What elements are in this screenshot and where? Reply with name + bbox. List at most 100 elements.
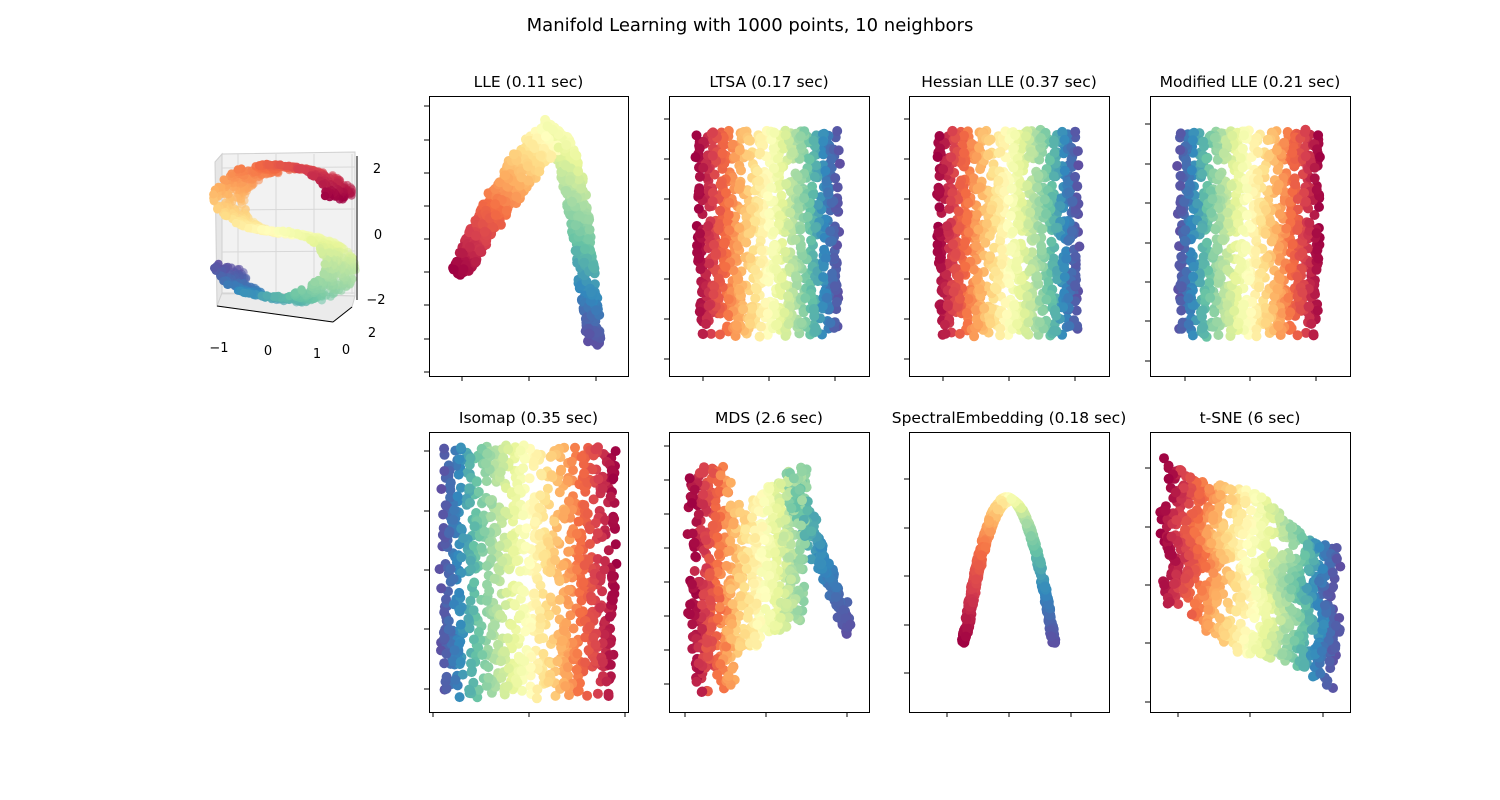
data-point <box>522 161 533 172</box>
data-point <box>951 263 961 274</box>
data-point <box>1279 137 1290 148</box>
data-point <box>708 239 719 250</box>
data-point <box>710 248 721 259</box>
data-point <box>810 322 821 333</box>
x-tick-label: −1 <box>209 341 228 356</box>
data-point <box>954 179 965 190</box>
data-point <box>535 150 546 161</box>
data-point <box>690 152 701 163</box>
data-point <box>948 239 958 250</box>
data-point <box>959 147 969 158</box>
data-point <box>715 329 725 340</box>
data-point <box>1261 204 1271 215</box>
data-point <box>785 207 796 218</box>
data-point <box>950 248 961 259</box>
data-point <box>1264 149 1275 160</box>
data-point <box>561 186 572 196</box>
data-point <box>783 291 793 302</box>
data-point <box>1176 305 1187 316</box>
data-point <box>1013 210 1024 221</box>
data-point <box>1061 246 1072 257</box>
data-point <box>1022 180 1033 191</box>
data-point <box>1061 253 1072 264</box>
data-point <box>693 186 704 197</box>
data-point <box>1008 143 1018 154</box>
data-point <box>209 190 218 199</box>
data-point <box>826 197 837 208</box>
data-point <box>1274 241 1285 252</box>
s-curve-points <box>209 159 360 307</box>
data-point <box>787 147 798 158</box>
data-point <box>1059 263 1070 274</box>
data-point <box>511 191 522 202</box>
data-point <box>941 269 952 280</box>
data-point <box>765 218 776 229</box>
data-point <box>1000 297 1011 308</box>
data-point <box>756 321 766 332</box>
data-point <box>1209 307 1220 318</box>
data-point <box>971 274 982 285</box>
data-point <box>935 143 946 154</box>
data-point <box>1192 198 1203 209</box>
data-point <box>1176 251 1187 262</box>
data-point <box>800 293 811 304</box>
data-point <box>1055 201 1066 212</box>
data-point <box>1172 161 1183 171</box>
data-point <box>713 224 724 234</box>
data-point <box>960 261 971 272</box>
data-point <box>948 286 959 297</box>
data-point <box>1309 173 1320 184</box>
data-point <box>692 240 702 251</box>
data-point <box>1022 291 1033 302</box>
data-point <box>743 229 754 239</box>
data-point <box>734 284 745 295</box>
data-point <box>808 304 819 314</box>
data-point <box>773 219 784 230</box>
data-point <box>1049 147 1060 158</box>
data-point <box>1265 217 1276 228</box>
data-point <box>691 130 702 141</box>
data-point <box>1033 206 1044 217</box>
data-point <box>1292 330 1303 341</box>
data-point <box>807 189 818 200</box>
data-point <box>1033 170 1044 181</box>
data-point <box>1048 253 1059 264</box>
data-point <box>717 148 728 159</box>
data-point <box>942 221 953 232</box>
data-point <box>745 253 756 264</box>
data-point <box>1019 308 1030 319</box>
data-point <box>776 272 787 283</box>
data-point <box>495 219 506 230</box>
data-point <box>947 125 958 136</box>
data-point <box>319 269 328 279</box>
data-point <box>448 264 459 275</box>
data-point <box>1179 196 1190 207</box>
data-point <box>553 142 564 153</box>
data-point <box>1214 269 1225 280</box>
data-point <box>1313 130 1324 141</box>
data-point <box>574 211 585 222</box>
z-tick-label: 2 <box>373 162 381 177</box>
data-point <box>960 188 971 199</box>
data-point <box>1292 194 1303 205</box>
data-point <box>960 237 970 248</box>
data-point <box>724 197 735 208</box>
scatter-points <box>932 124 1085 342</box>
data-point <box>953 224 963 235</box>
data-point <box>233 165 243 174</box>
data-point <box>558 175 568 185</box>
data-point <box>1070 126 1081 137</box>
data-point <box>834 158 845 169</box>
data-point <box>490 210 501 221</box>
data-point <box>571 150 582 161</box>
data-point <box>1059 271 1070 282</box>
data-point <box>477 219 488 230</box>
data-point <box>294 165 304 174</box>
data-point <box>820 165 831 176</box>
data-point <box>698 329 709 340</box>
data-point <box>985 318 996 329</box>
data-point <box>973 319 984 330</box>
data-point <box>934 131 945 141</box>
data-point <box>1058 302 1069 313</box>
data-point <box>1197 259 1208 270</box>
